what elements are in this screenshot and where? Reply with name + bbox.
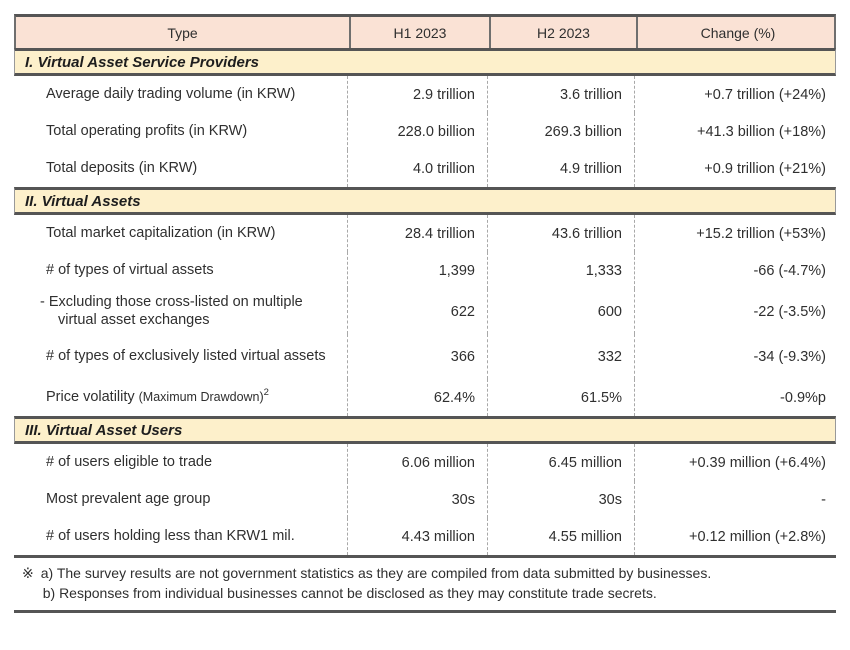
change-value: +0.9 trillion (+21%) — [634, 150, 836, 187]
h2-value: 1,333 — [487, 252, 634, 289]
h1-value: 28.4 trillion — [347, 215, 487, 252]
h2-value: 30s — [487, 481, 634, 518]
virtual-asset-survey-table: Type H1 2023 H2 2023 Change (%) I. Virtu… — [14, 14, 836, 613]
section-header-virtual-asset-users: III. Virtual Asset Users — [14, 416, 836, 444]
change-value: +0.39 million (+6.4%) — [634, 444, 836, 481]
footnote-reference: 2 — [263, 386, 269, 398]
row-label: # of users eligible to trade — [46, 453, 213, 470]
h2-value: 269.3 billion — [487, 113, 634, 150]
column-header-h2-2023: H2 2023 — [489, 17, 636, 48]
table-row: # of types of virtual assets 1,399 1,333… — [14, 252, 836, 289]
row-label: Total operating profits (in KRW) — [46, 122, 248, 139]
footnote-line-a: a) The survey results are not government… — [40, 565, 712, 581]
table-row: Average daily trading volume (in KRW) 2.… — [14, 76, 836, 113]
table-row: # of users eligible to trade 6.06 millio… — [14, 444, 836, 481]
row-label: # of types of virtual assets — [46, 261, 214, 278]
h2-value: 4.55 million — [487, 518, 634, 555]
table-row: Total operating profits (in KRW) 228.0 b… — [14, 113, 836, 150]
h1-value: 622 — [347, 289, 487, 334]
h1-value: 228.0 billion — [347, 113, 487, 150]
row-label-price-volatility: Price volatility (Maximum Drawdown)2 — [14, 379, 347, 416]
row-label: Average daily trading volume (in KRW) — [46, 85, 296, 102]
h2-value: 600 — [487, 289, 634, 334]
h1-value: 4.43 million — [347, 518, 487, 555]
change-value: +0.7 trillion (+24%) — [634, 76, 836, 113]
footnote: ※ a) The survey results are not governme… — [14, 555, 836, 613]
column-header-change: Change (%) — [636, 17, 838, 48]
h1-value: 6.06 million — [347, 444, 487, 481]
row-label-parenthetical: (Maximum Drawdown) — [138, 389, 264, 404]
h1-value: 366 — [347, 334, 487, 379]
h2-value: 6.45 million — [487, 444, 634, 481]
h2-value: 43.6 trillion — [487, 215, 634, 252]
table-row: Most prevalent age group 30s 30s - — [14, 481, 836, 518]
change-value: -34 (-9.3%) — [634, 334, 836, 379]
column-header-type: Type — [167, 24, 198, 41]
h2-value: 4.9 trillion — [487, 150, 634, 187]
row-label: # of users holding less than KRW1 mil. — [46, 527, 295, 544]
table-header-row: Type H1 2023 H2 2023 Change (%) — [14, 14, 836, 48]
h1-value: 30s — [347, 481, 487, 518]
h2-value: 3.6 trillion — [487, 76, 634, 113]
h1-value: 62.4% — [347, 379, 487, 416]
column-header-h1-2023: H1 2023 — [349, 17, 489, 48]
h1-value: 2.9 trillion — [347, 76, 487, 113]
table-row: # of users holding less than KRW1 mil. 4… — [14, 518, 836, 555]
change-value: +0.12 million (+2.8%) — [634, 518, 836, 555]
row-label: Most prevalent age group — [46, 490, 211, 507]
row-label: - Excluding those cross-listed on multip… — [40, 294, 303, 328]
table-row: Total deposits (in KRW) 4.0 trillion 4.9… — [14, 150, 836, 187]
footnote-line-b: b) Responses from individual businesses … — [42, 585, 657, 602]
table-row: - Excluding those cross-listed on multip… — [14, 289, 836, 334]
h1-value: 4.0 trillion — [347, 150, 487, 187]
row-label: # of types of exclusively listed virtual… — [46, 347, 326, 364]
h1-value: 1,399 — [347, 252, 487, 289]
change-value: -66 (-4.7%) — [634, 252, 836, 289]
section-header-service-providers: I. Virtual Asset Service Providers — [14, 48, 836, 76]
change-value: -0.9%p — [634, 379, 836, 416]
change-value: +41.3 billion (+18%) — [634, 113, 836, 150]
row-label: Total market capitalization (in KRW) — [46, 224, 276, 241]
row-label: Total deposits (in KRW) — [46, 159, 198, 176]
h2-value: 332 — [487, 334, 634, 379]
h2-value: 61.5% — [487, 379, 634, 416]
change-value: +15.2 trillion (+53%) — [634, 215, 836, 252]
table-row: Price volatility (Maximum Drawdown)2 62.4… — [14, 379, 836, 416]
change-value: -22 (-3.5%) — [634, 289, 836, 334]
footnote-marker: ※ — [22, 565, 34, 581]
table-row: # of types of exclusively listed virtual… — [14, 334, 836, 379]
table-row: Total market capitalization (in KRW) 28.… — [14, 215, 836, 252]
section-header-virtual-assets: II. Virtual Assets — [14, 187, 836, 215]
row-label-main: Price volatility — [46, 388, 135, 405]
change-value: - — [634, 481, 836, 518]
